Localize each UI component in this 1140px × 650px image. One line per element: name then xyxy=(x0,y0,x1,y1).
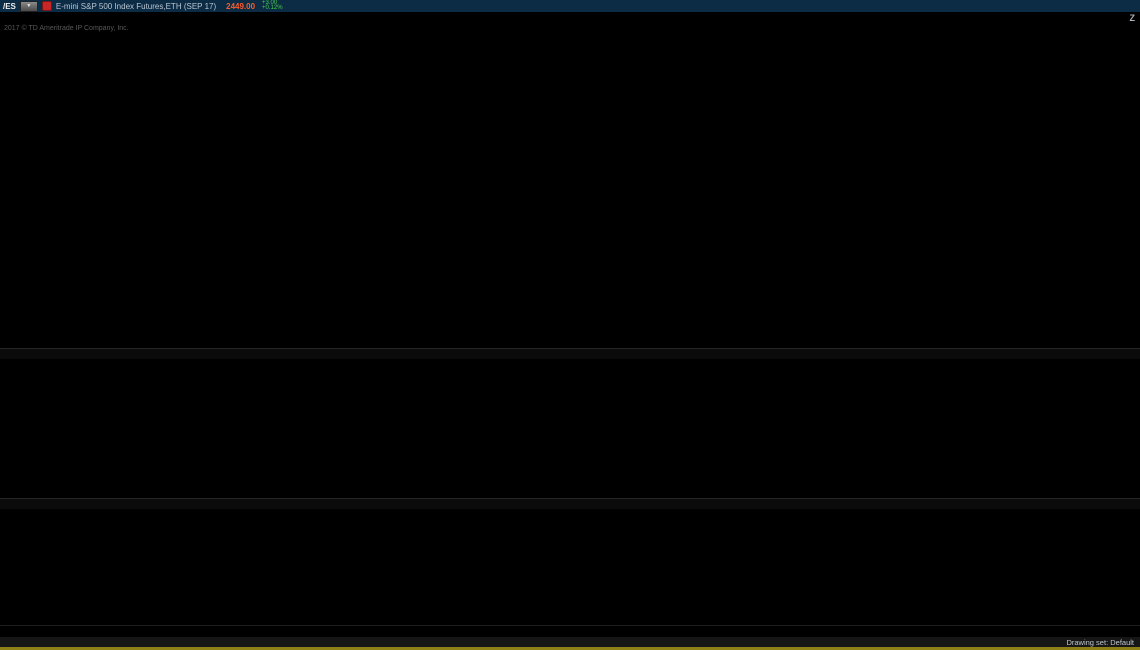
status-bar: Drawing set: Default xyxy=(0,637,1140,647)
price-chart-pane[interactable] xyxy=(0,22,1140,348)
copyright-text: 2017 © TD Ameritrade IP Company, Inc. xyxy=(4,25,129,32)
symbol-group: /ES ▼ E-mini S&P 500 Index Futures,ETH (… xyxy=(0,0,1136,12)
price-change: +3.00 +0.12% xyxy=(262,0,283,11)
change-pct: +0.12% xyxy=(262,5,283,11)
change-abs: +3.00 xyxy=(262,0,278,6)
alert-icon[interactable] xyxy=(41,1,52,11)
symbol-label: /ES xyxy=(3,1,16,11)
volume-pane[interactable] xyxy=(0,358,1140,497)
tapespeed-label-row xyxy=(0,348,1140,359)
drawing-set-selector[interactable]: Drawing set: Default xyxy=(1066,637,1134,647)
toolbar-menus xyxy=(1136,0,1140,12)
top-toolbar: /ES ▼ E-mini S&P 500 Index Futures,ETH (… xyxy=(0,0,1140,12)
pattern-markers xyxy=(0,623,1140,635)
instrument-title: E-mini S&P 500 Index Futures,ETH (SEP 17… xyxy=(55,1,217,11)
maximize-icon[interactable]: Z xyxy=(1129,13,1136,23)
symbol-dropdown[interactable]: ▼ xyxy=(19,0,38,12)
oscillator-pane[interactable] xyxy=(0,508,1140,625)
time-axis xyxy=(0,625,1140,638)
last-price: 2449.00 xyxy=(226,1,256,11)
oscillator-label-row xyxy=(0,498,1140,509)
chart-info-bar xyxy=(0,12,1140,22)
bottom-accent-strip xyxy=(0,647,1140,650)
